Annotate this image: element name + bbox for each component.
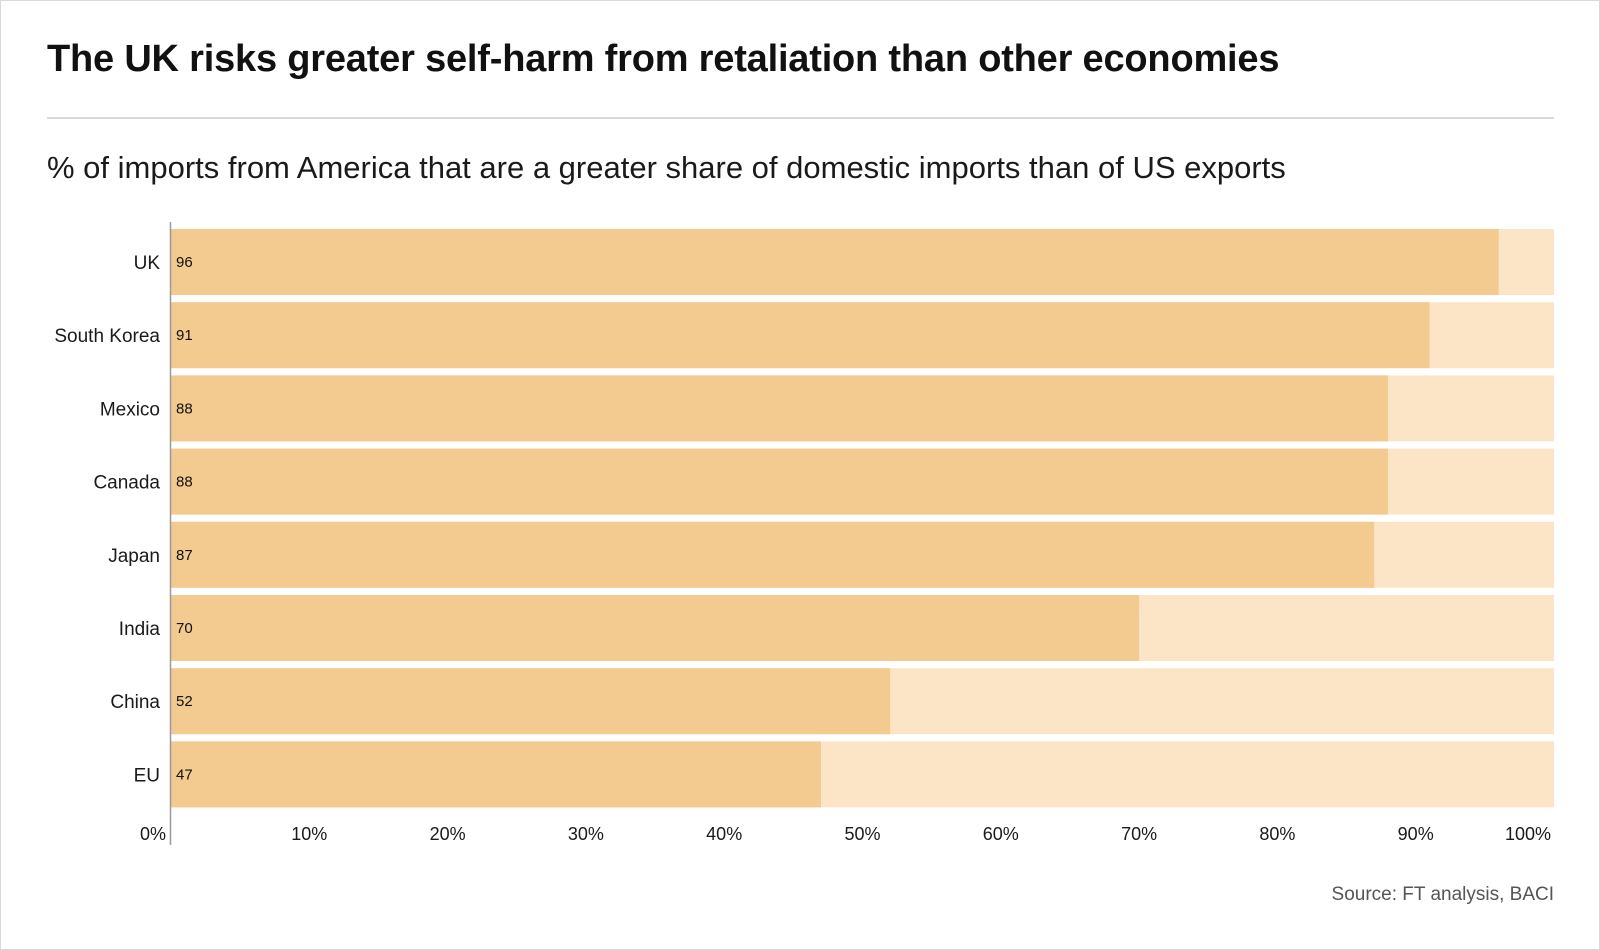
category-label-india: India	[119, 619, 161, 640]
title-divider	[47, 117, 1554, 119]
chart-title: The UK risks greater self-harm from reta…	[47, 38, 1280, 80]
data-label-canada: 88	[176, 474, 193, 491]
x-tick-label: 100%	[1505, 824, 1551, 844]
source-note: Source: FT analysis, BACI	[1331, 884, 1554, 905]
bar-eu	[171, 741, 822, 808]
chart-subtitle: % of imports from America that are a gre…	[47, 150, 1286, 185]
x-tick-label: 90%	[1398, 824, 1434, 844]
bar-south-korea	[171, 302, 1430, 369]
x-tick-label: 20%	[430, 824, 466, 844]
bar-uk	[171, 229, 1499, 295]
category-label-japan: Japan	[108, 546, 160, 567]
data-label-mexico: 88	[176, 400, 193, 417]
data-label-china: 52	[176, 693, 193, 710]
x-tick-label: 70%	[1121, 824, 1157, 844]
data-label-uk: 96	[176, 254, 193, 271]
bar-canada	[171, 448, 1389, 515]
bar-mexico	[171, 375, 1389, 442]
category-label-south-korea: South Korea	[54, 326, 160, 347]
data-label-india: 70	[176, 620, 193, 637]
data-label-eu: 47	[176, 766, 193, 783]
category-label-mexico: Mexico	[100, 399, 160, 420]
x-tick-label: 30%	[568, 824, 604, 844]
category-label-eu: EU	[134, 765, 160, 786]
category-label-uk: UK	[134, 253, 161, 274]
category-label-china: China	[110, 692, 160, 713]
data-label-south-korea: 91	[176, 327, 193, 344]
x-tick-label: 80%	[1259, 824, 1295, 844]
bar-japan	[171, 521, 1375, 588]
x-tick-label: 50%	[844, 824, 880, 844]
bar-india	[171, 595, 1140, 661]
x-tick-label: 10%	[291, 824, 327, 844]
data-label-japan: 87	[176, 547, 193, 564]
category-label-canada: Canada	[93, 473, 160, 494]
bar-china	[171, 668, 891, 735]
x-tick-label: 0%	[140, 824, 166, 844]
x-tick-label: 60%	[983, 824, 1019, 844]
x-tick-label: 40%	[706, 824, 742, 844]
